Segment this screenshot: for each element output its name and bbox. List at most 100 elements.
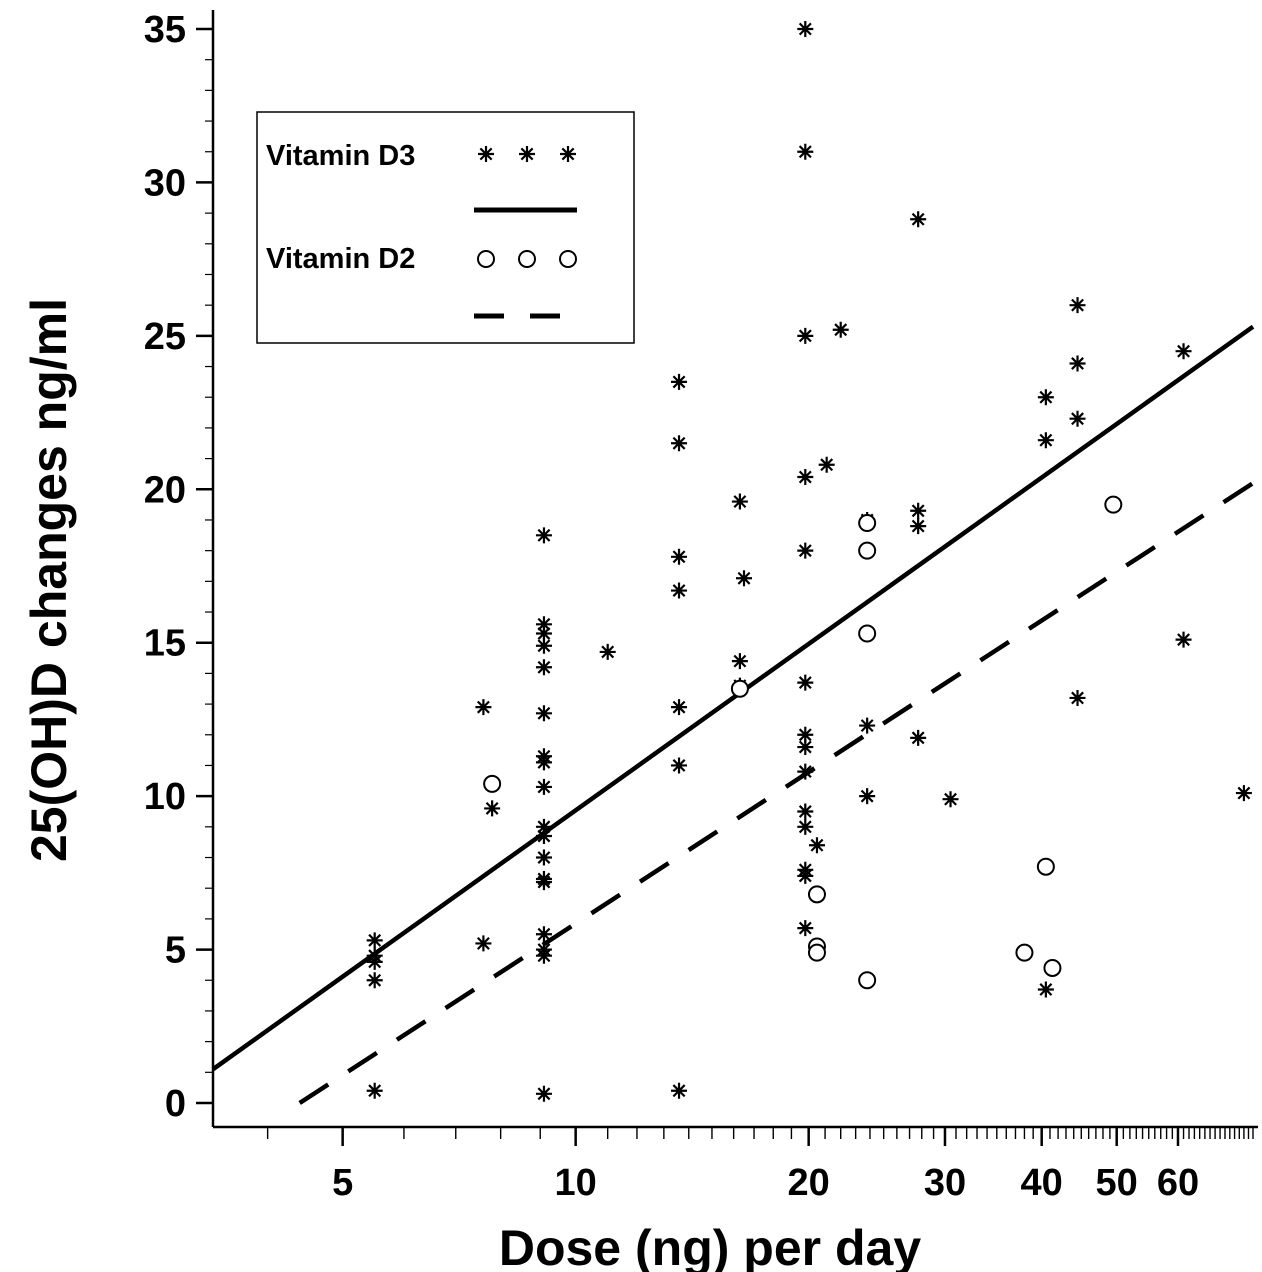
legend-marker-vitamin-d3 xyxy=(519,146,535,162)
data-point-vitamin-d3 xyxy=(366,947,383,964)
data-point-vitamin-d2 xyxy=(858,514,877,533)
data-point-vitamin-d3 xyxy=(535,828,552,845)
y-tick-label: 25 xyxy=(144,316,186,358)
x-axis-title: Dose (ng) per day xyxy=(499,1220,921,1272)
data-point-vitamin-d2 xyxy=(1036,857,1055,876)
data-point-vitamin-d3 xyxy=(731,653,748,670)
legend-marker-vitamin-d3 xyxy=(560,146,576,162)
y-tick-label: 20 xyxy=(144,469,186,511)
data-point-vitamin-d3 xyxy=(1069,689,1086,706)
y-tick-label: 15 xyxy=(144,623,186,665)
data-point-vitamin-d3 xyxy=(797,763,814,780)
data-point-vitamin-d3 xyxy=(535,659,552,676)
data-point-vitamin-d3 xyxy=(671,373,688,390)
data-point-vitamin-d3 xyxy=(535,754,552,771)
data-point-vitamin-d3 xyxy=(535,637,552,654)
data-point-vitamin-d2 xyxy=(1015,943,1034,962)
data-point-vitamin-d3 xyxy=(1069,410,1086,427)
data-point-vitamin-d3 xyxy=(910,729,927,746)
legend-label-vitamin-d2: Vitamin D2 xyxy=(266,243,415,275)
y-tick-label: 30 xyxy=(144,162,186,204)
x-tick-label: 50 xyxy=(1096,1162,1138,1204)
y-tick-label: 0 xyxy=(165,1083,186,1125)
data-point-vitamin-d3 xyxy=(832,321,849,338)
data-point-vitamin-d3 xyxy=(910,211,927,228)
data-point-vitamin-d3 xyxy=(535,926,552,943)
data-point-vitamin-d3 xyxy=(797,818,814,835)
legend-markers-vitamin-d3 xyxy=(478,146,576,162)
data-point-vitamin-d3 xyxy=(599,643,616,660)
data-point-vitamin-d3 xyxy=(671,582,688,599)
data-point-vitamin-d3 xyxy=(808,837,825,854)
data-point-vitamin-d3 xyxy=(910,518,927,535)
data-point-vitamin-d3 xyxy=(671,757,688,774)
data-point-vitamin-d2 xyxy=(858,541,877,560)
legend-marker-vitamin-d3 xyxy=(478,146,494,162)
data-point-vitamin-d2 xyxy=(483,774,502,793)
data-point-vitamin-d2 xyxy=(1043,958,1062,977)
data-point-vitamin-d3 xyxy=(1037,432,1054,449)
data-point-vitamin-d3 xyxy=(1235,785,1252,802)
legend-marker-vitamin-d2 xyxy=(518,250,536,268)
data-point-vitamin-d3 xyxy=(797,469,814,486)
y-axis-title: 25(OH)D changes ng/ml xyxy=(21,298,77,862)
data-point-vitamin-d3 xyxy=(671,1082,688,1099)
data-point-vitamin-d3 xyxy=(797,920,814,937)
data-point-vitamin-d3 xyxy=(797,739,814,756)
fit-line-vitamin-d2 xyxy=(298,481,1255,1105)
data-point-vitamin-d3 xyxy=(535,616,552,633)
data-point-vitamin-d3 xyxy=(797,726,814,743)
data-point-vitamin-d3 xyxy=(1175,631,1192,648)
data-point-vitamin-d3 xyxy=(731,493,748,510)
data-point-vitamin-d3 xyxy=(1037,981,1054,998)
data-point-vitamin-d3 xyxy=(535,849,552,866)
y-tick-label: 10 xyxy=(144,776,186,818)
data-point-vitamin-d3 xyxy=(535,1085,552,1102)
data-point-vitamin-d3 xyxy=(1037,389,1054,406)
data-point-vitamin-d3 xyxy=(859,788,876,805)
data-point-vitamin-d3 xyxy=(671,435,688,452)
data-point-vitamin-d3 xyxy=(366,932,383,949)
data-point-vitamin-d2 xyxy=(1104,495,1123,514)
x-tick-label: 20 xyxy=(788,1162,830,1204)
data-point-vitamin-d2 xyxy=(730,679,749,698)
data-point-vitamin-d3 xyxy=(1069,297,1086,314)
legend: Vitamin D3 Vitamin D2 xyxy=(256,111,635,344)
data-point-vitamin-d3 xyxy=(818,456,835,473)
data-point-vitamin-d3 xyxy=(797,803,814,820)
data-point-vitamin-d3 xyxy=(535,947,552,964)
data-point-vitamin-d3 xyxy=(366,1082,383,1099)
data-point-vitamin-d3 xyxy=(942,791,959,808)
x-tick-label: 60 xyxy=(1157,1162,1199,1204)
x-tick-label: 5 xyxy=(332,1162,353,1204)
y-axis-ticks: 0 5 10 15 20 25 30 35 xyxy=(144,9,213,1125)
data-point-vitamin-d3 xyxy=(535,527,552,544)
data-point-vitamin-d3 xyxy=(671,699,688,716)
data-point-vitamin-d3 xyxy=(535,818,552,835)
data-point-vitamin-d3 xyxy=(671,548,688,565)
data-point-vitamin-d3 xyxy=(535,874,552,891)
data-point-vitamin-d3 xyxy=(797,674,814,691)
data-point-vitamin-d3 xyxy=(797,143,814,160)
data-point-vitamin-d3 xyxy=(797,867,814,884)
x-tick-label: 10 xyxy=(555,1162,597,1204)
data-point-vitamin-d3 xyxy=(366,972,383,989)
legend-label-vitamin-d3: Vitamin D3 xyxy=(266,140,415,172)
legend-marker-vitamin-d2 xyxy=(559,250,577,268)
data-point-vitamin-d3 xyxy=(475,699,492,716)
data-point-vitamin-d3 xyxy=(736,570,753,587)
data-point-vitamin-d3 xyxy=(484,800,501,817)
data-point-vitamin-d2 xyxy=(807,885,826,904)
data-point-vitamin-d3 xyxy=(475,935,492,952)
data-point-vitamin-d3 xyxy=(797,327,814,344)
series-vitamin-d2 xyxy=(483,495,1123,990)
fit-line-vitamin-d3 xyxy=(211,324,1255,1072)
y-tick-label: 35 xyxy=(144,9,186,51)
data-point-vitamin-d3 xyxy=(535,625,552,642)
data-point-vitamin-d3 xyxy=(535,705,552,722)
fit-lines xyxy=(211,324,1255,1105)
data-point-vitamin-d2 xyxy=(807,943,826,962)
x-tick-label: 40 xyxy=(1021,1162,1063,1204)
data-point-vitamin-d3 xyxy=(910,502,927,519)
